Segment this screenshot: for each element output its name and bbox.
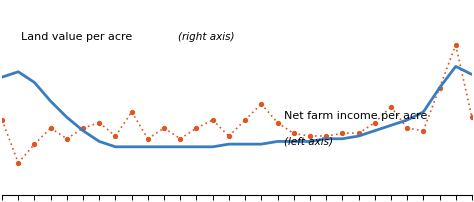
Text: Net farm income per acre: Net farm income per acre: [284, 111, 428, 121]
Text: (right axis): (right axis): [178, 32, 235, 42]
Text: (left axis): (left axis): [284, 136, 333, 146]
Text: Land value per acre: Land value per acre: [21, 32, 136, 42]
